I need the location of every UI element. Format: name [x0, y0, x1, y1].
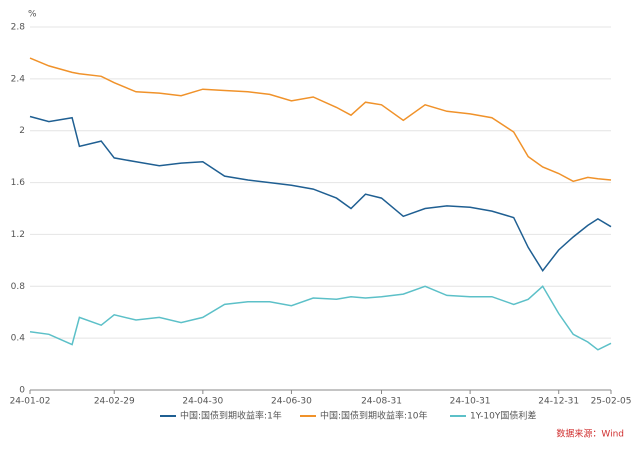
y-tick-label: 0.4	[11, 334, 26, 344]
y-tick-label: 1.6	[11, 178, 26, 188]
y-tick-label: 0.8	[11, 282, 26, 292]
y-tick-label: 2.4	[11, 74, 26, 84]
x-tick-label: 25-02-05	[591, 397, 632, 407]
x-tick-label: 24-01-02	[10, 397, 51, 407]
series-line	[29, 285, 612, 351]
x-tick-label: 24-12-31	[538, 397, 579, 407]
x-tick-label: 24-04-30	[182, 397, 223, 407]
y-tick-label: 2	[19, 126, 25, 136]
legend-label: 1Y-10Y国债利差	[470, 410, 536, 422]
series-line	[29, 57, 612, 183]
y-tick-label: 2.8	[11, 23, 26, 33]
y-tick-label: 1.2	[11, 230, 25, 240]
x-tick-label: 24-02-29	[94, 397, 135, 407]
y-tick-label: 0	[19, 386, 25, 396]
source-note: 数据来源：Wind	[556, 428, 624, 440]
series-line	[29, 115, 612, 273]
x-tick-label: 24-10-31	[450, 397, 491, 407]
legend-label: 中国:国债到期收益率:10年	[320, 410, 428, 422]
x-tick-label: 24-08-31	[361, 397, 402, 407]
x-tick-label: 24-06-30	[271, 397, 312, 407]
legend-label: 中国:国债到期收益率:1年	[180, 410, 282, 422]
y-axis-unit: %	[28, 10, 37, 20]
